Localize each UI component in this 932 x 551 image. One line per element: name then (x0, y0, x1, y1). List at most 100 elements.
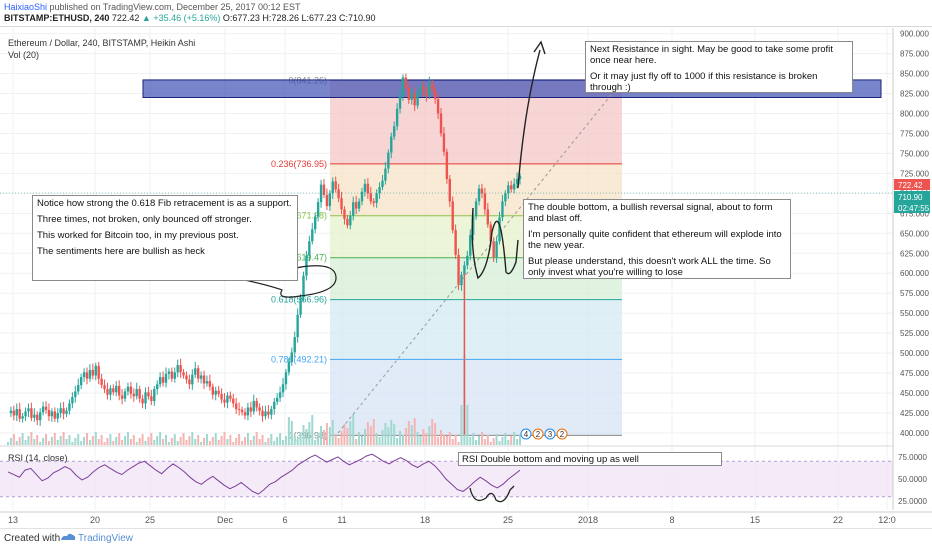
candle-body (112, 388, 115, 393)
candle-body (129, 386, 133, 394)
candle-body (120, 395, 124, 399)
price-tick-label: 550.000 (900, 309, 929, 318)
candle-body (507, 185, 510, 194)
candle-body (322, 184, 326, 195)
candle-body (314, 216, 317, 230)
rsi-note[interactable]: RSI Double bottom and moving up as well (458, 452, 722, 466)
price-tick-label: 675.000 (900, 209, 929, 218)
candle-body (109, 388, 112, 395)
volume-bar (322, 430, 325, 445)
volume-bar (220, 436, 223, 445)
candle-body (9, 410, 13, 414)
volume-bar (103, 442, 106, 445)
volume-bar (363, 429, 366, 445)
price-tick-label: 850.000 (900, 70, 929, 79)
price-change: ▲ +35.46 (+5.16%) (141, 13, 221, 23)
volume-bar (293, 435, 296, 445)
time-tick-label: 25 (503, 515, 513, 525)
volume-bar (334, 434, 337, 445)
note-line: RSI Double bottom and moving up as well (462, 454, 639, 465)
event-marker-label: 4 (524, 430, 529, 439)
candle-body (308, 241, 311, 256)
volume-bar (62, 432, 65, 445)
volume-bar (302, 425, 305, 445)
candle-body (27, 408, 30, 412)
volume-bar (267, 438, 270, 445)
candle-body (214, 390, 217, 395)
candle-body (15, 409, 18, 416)
time-tick-label: 2018 (578, 515, 598, 525)
candle-body (85, 372, 89, 379)
volume-bar (9, 438, 12, 445)
volume-bar (448, 432, 451, 445)
volume-bar (138, 438, 141, 445)
volume-bar (135, 442, 138, 445)
event-marker (544, 428, 556, 440)
candle-body (395, 108, 399, 127)
candle-body (305, 255, 308, 276)
candle-body (158, 377, 162, 385)
volume-bar (182, 433, 185, 445)
candle-body (156, 384, 159, 390)
volume-bar (434, 423, 437, 445)
volume-bar (320, 426, 323, 445)
volume-bar (141, 434, 144, 445)
volume-bar (513, 432, 516, 445)
price-tick-label: 800.000 (900, 109, 929, 118)
fib-zone (330, 359, 622, 436)
candle-body (243, 412, 247, 416)
volume-bar (7, 442, 9, 445)
candle-body (352, 202, 355, 216)
double-bottom-note[interactable]: The double bottom, a bullish reversal si… (523, 199, 791, 279)
author-link[interactable]: HaixiaoShi (4, 2, 48, 12)
candle-body (419, 86, 422, 93)
candle-body (194, 368, 197, 375)
volume-bar (200, 442, 203, 445)
candle-body (448, 178, 451, 202)
resistance-note[interactable]: Next Resistance in sight. May be good to… (585, 41, 853, 93)
price-tick-label: 825.000 (900, 90, 929, 99)
volume-bar (235, 438, 238, 445)
volume-bar (343, 424, 346, 445)
volume-bar (492, 438, 495, 445)
volume-bar (375, 433, 378, 445)
ohlc-values: O:677.23 H:728.26 L:677.23 C:710.90 (222, 13, 376, 23)
candle-body (232, 398, 235, 404)
volume-bar (404, 428, 407, 445)
candle-body (161, 377, 165, 383)
volume-bar (431, 419, 434, 445)
chart-title: Ethereum / Dollar, 240, BITSTAMP, Heikin… (8, 38, 196, 48)
fib-support-note[interactable]: Notice how strong the 0.618 Fib retracem… (32, 195, 298, 281)
candle-body (24, 411, 27, 417)
candle-body (293, 337, 296, 353)
candle-body (82, 372, 86, 378)
volume-bar (460, 405, 463, 445)
candle-body (512, 183, 516, 190)
tradingview-brand[interactable]: TradingView (78, 533, 134, 544)
candle-body (360, 191, 364, 202)
candle-body (237, 409, 241, 411)
volume-bar (317, 433, 320, 445)
candle-body (381, 180, 384, 187)
candle-body (18, 409, 21, 419)
volume-bar (132, 435, 135, 445)
volume-bar (387, 427, 390, 445)
volume-bar (498, 441, 501, 445)
candle-body (47, 409, 51, 417)
volume-bar (203, 438, 206, 445)
volume-bar (185, 440, 188, 445)
time-tick-label: 6 (282, 515, 287, 525)
volume-bar (53, 433, 56, 445)
volume-bar (170, 438, 173, 445)
volume-bar (472, 433, 475, 445)
volume-bar (504, 433, 507, 445)
speech-bubble (235, 265, 337, 298)
publish-info: published on TradingView.com, December 2… (47, 2, 301, 12)
time-tick-label: 8 (669, 515, 674, 525)
candle-body (199, 375, 203, 379)
rsi-label: RSI (14, close) (8, 453, 68, 463)
candle-body (229, 395, 232, 399)
candle-body (311, 229, 314, 242)
volume-bar (489, 442, 492, 445)
volume-bar (352, 414, 355, 445)
